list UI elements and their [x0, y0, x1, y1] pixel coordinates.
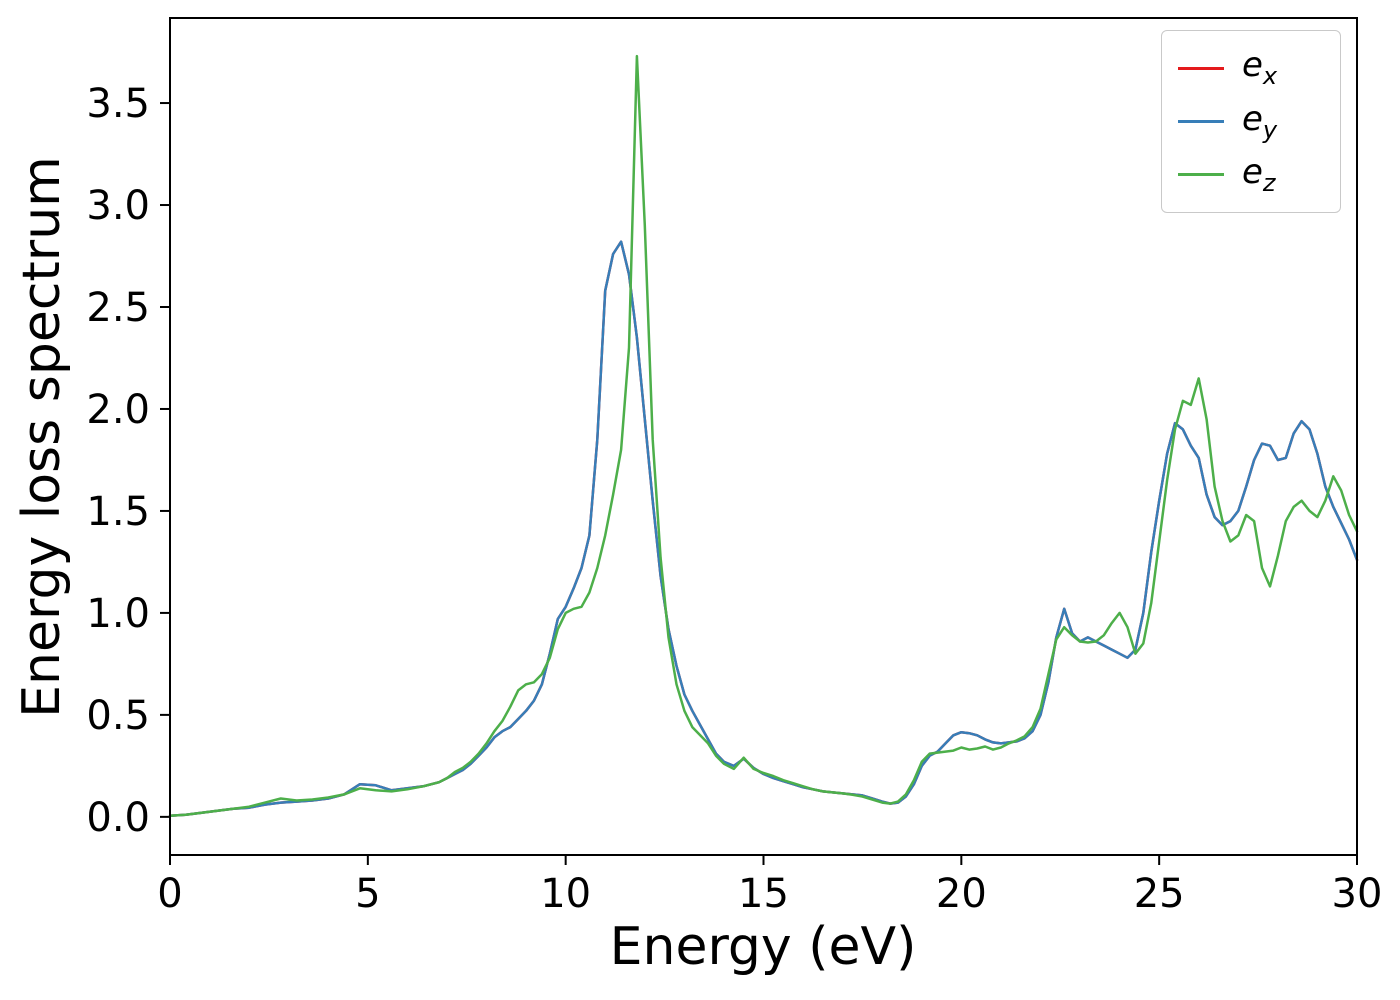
legend-item-ez: ez [1178, 155, 1324, 195]
legend-label-ez: ez [1242, 155, 1276, 195]
y-tick-label: 1.0 [86, 591, 150, 637]
legend-label-ey-base: e [1242, 98, 1263, 139]
y-tick-label: 0.0 [86, 795, 150, 841]
legend-line-sample-ez [1178, 173, 1224, 177]
x-tick-label: 30 [1332, 871, 1383, 917]
x-tick-label: 10 [540, 871, 591, 917]
legend-label-ey-sub: y [1262, 115, 1278, 144]
legend-item-ey: ey [1178, 102, 1324, 142]
y-tick-label: 1.5 [86, 489, 150, 535]
x-tick-label: 0 [157, 871, 182, 917]
y-tick-label: 2.0 [86, 387, 150, 433]
legend-line-sample-ey [1178, 119, 1224, 123]
y-tick-label: 2.5 [86, 285, 150, 331]
x-tick-label: 20 [936, 871, 987, 917]
y-tick-label: 3.0 [86, 183, 150, 229]
y-tick-label: 0.5 [86, 693, 150, 739]
series-line-ez [168, 54, 1359, 818]
legend-label-ex-sub: x [1262, 62, 1278, 91]
y-axis-label: Energy loss spectrum [12, 156, 72, 718]
legend-label-ey: ey [1242, 102, 1277, 142]
x-tick-label: 25 [1134, 871, 1185, 917]
x-axis-label: Energy (eV) [609, 917, 917, 977]
legend: ex ey ez [1161, 30, 1341, 213]
series-line-ey [168, 240, 1359, 818]
x-tick-label: 5 [355, 871, 380, 917]
legend-line-sample-ex [1178, 66, 1224, 70]
legend-label-ez-base: e [1242, 151, 1263, 192]
legend-label-ex-base: e [1242, 45, 1263, 86]
series-line-ex [168, 240, 1359, 818]
legend-label-ez-sub: z [1262, 168, 1276, 197]
legend-label-ex: ex [1242, 48, 1277, 88]
y-tick-label: 3.5 [86, 81, 150, 127]
legend-item-ex: ex [1178, 48, 1324, 88]
x-tick-label: 15 [738, 871, 789, 917]
plot-frame [169, 17, 1358, 856]
